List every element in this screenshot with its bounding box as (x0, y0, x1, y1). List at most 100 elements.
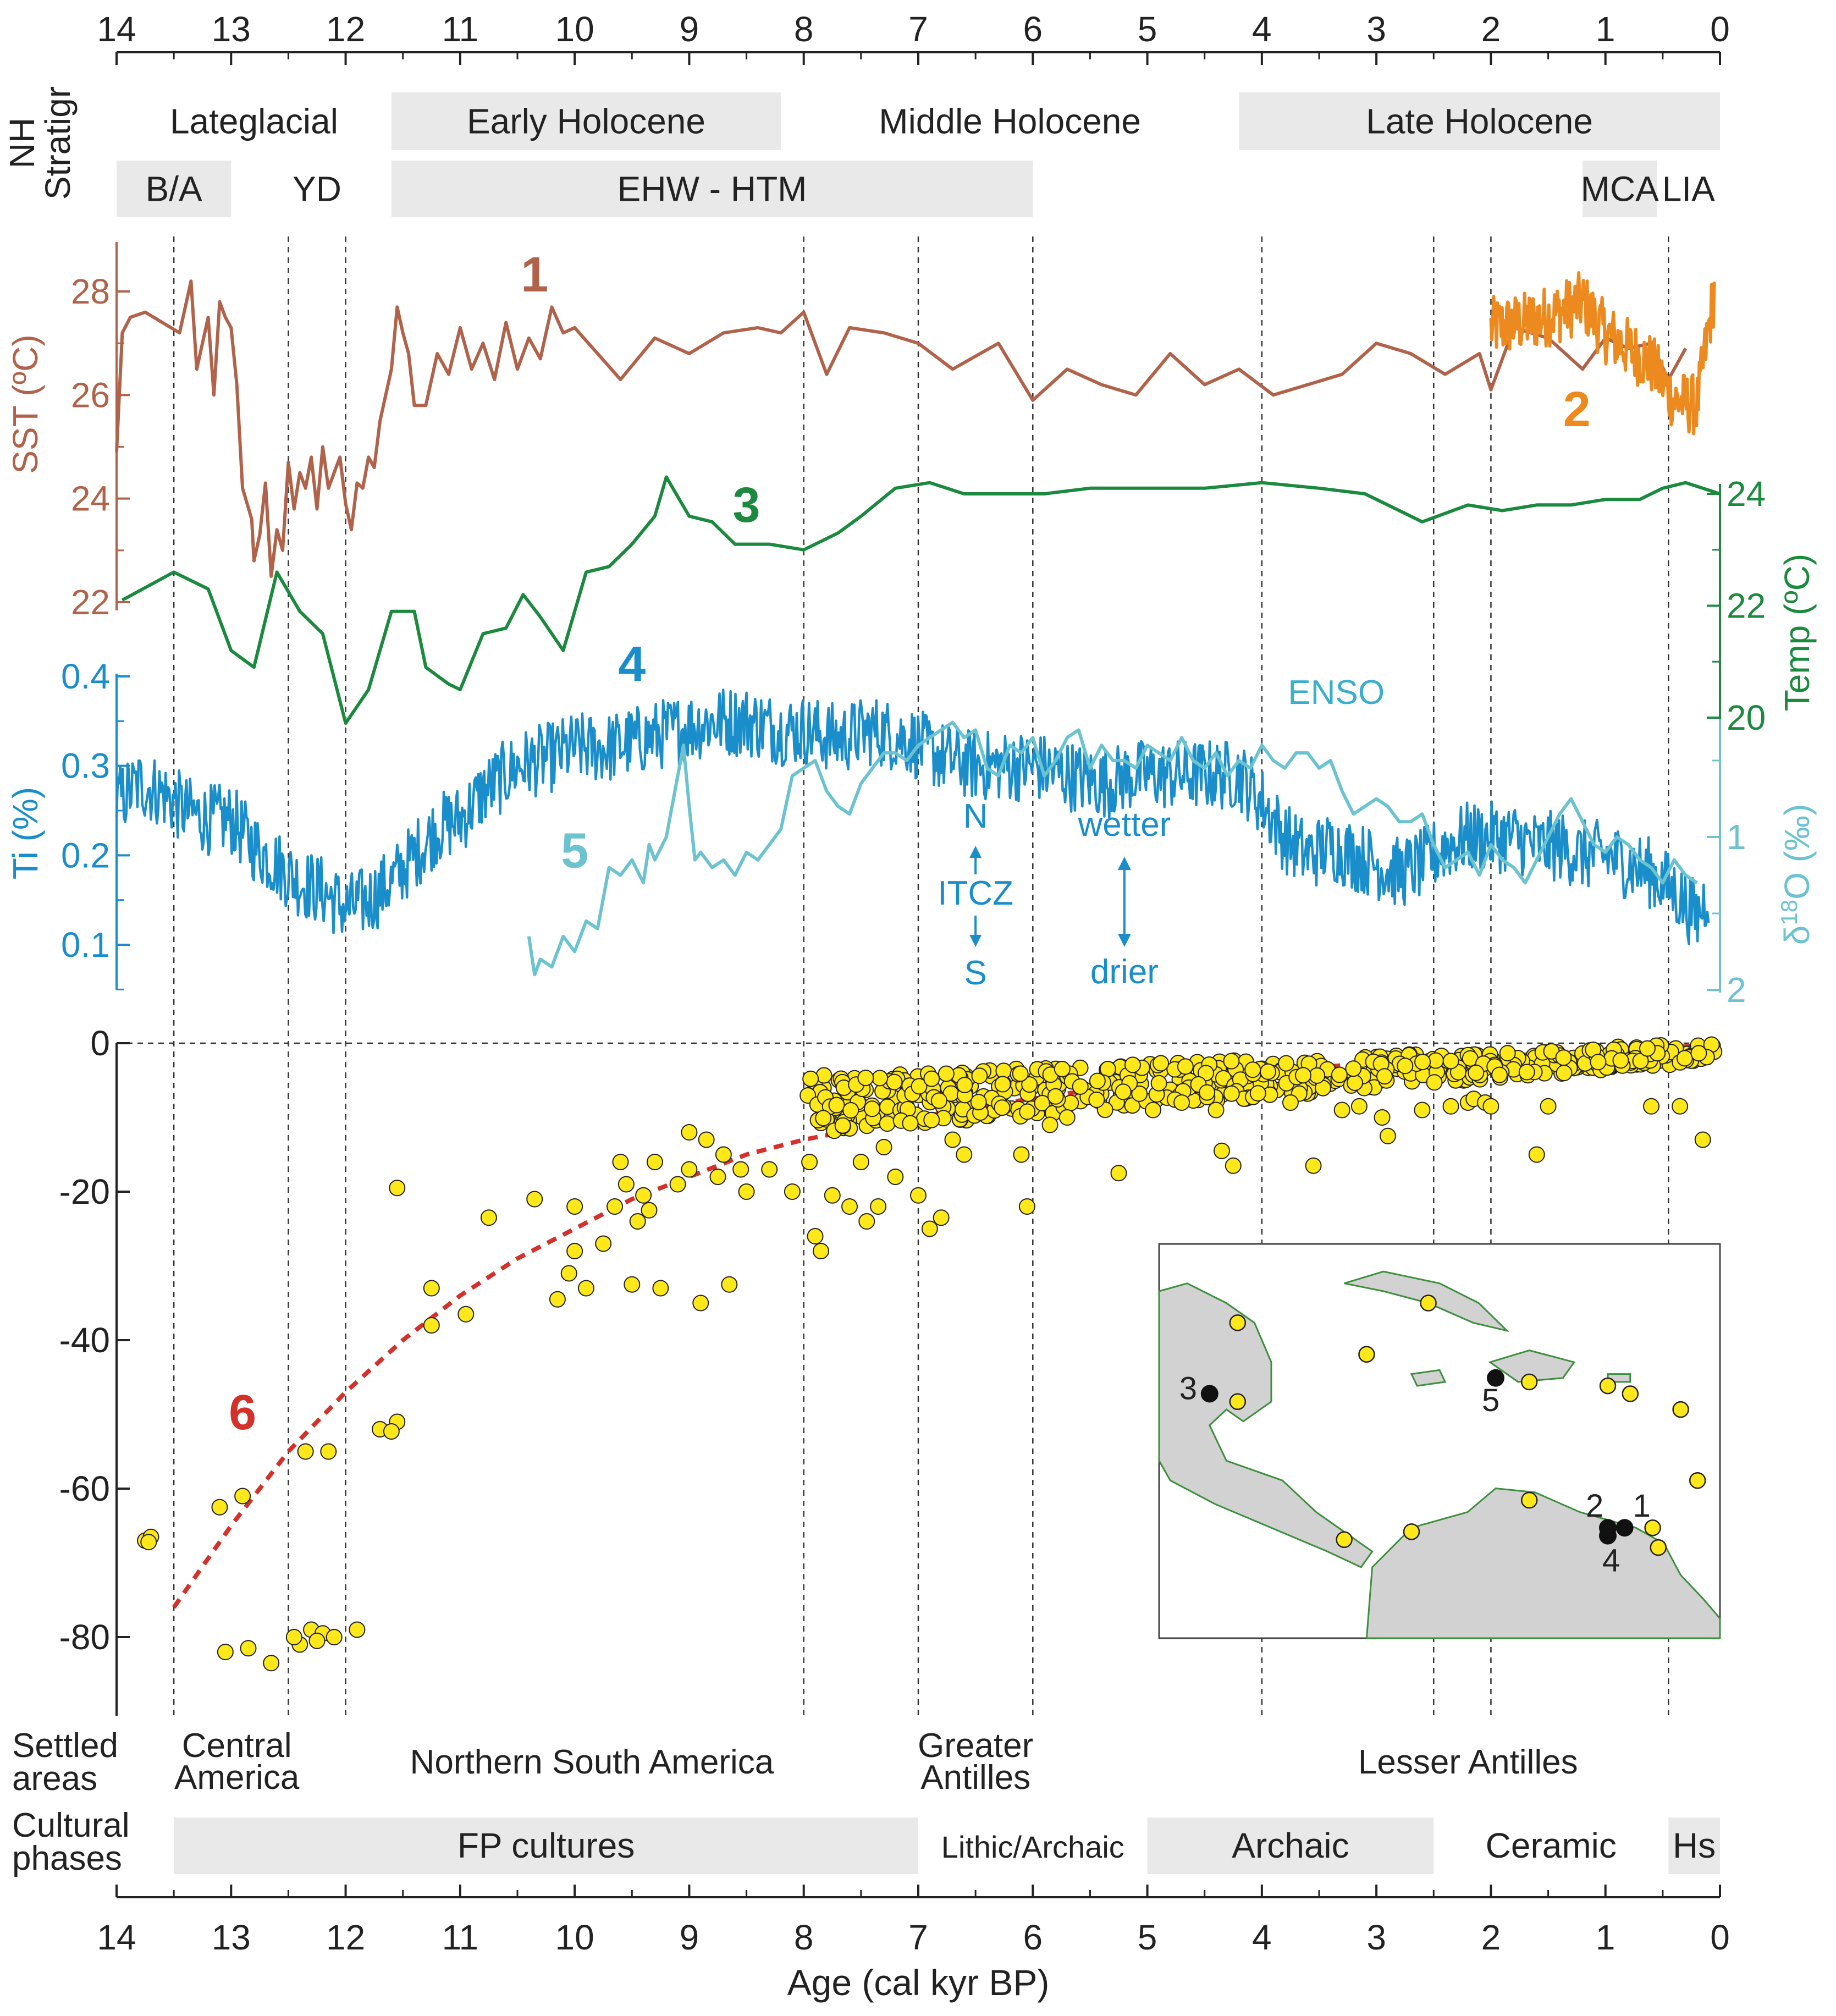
sea-level-point (852, 1154, 869, 1170)
map-site-black (1616, 1519, 1634, 1537)
sea-level-point (721, 1276, 738, 1293)
sea-level-point (761, 1161, 778, 1178)
top-tick-label: 9 (680, 9, 699, 49)
sea-level-point (635, 1187, 652, 1204)
sea-level-point (1041, 1116, 1058, 1133)
sea-level-point (1426, 1074, 1443, 1091)
sea-level-point (1309, 1067, 1326, 1084)
strat-band-4 (117, 161, 231, 217)
sea-level-point (1150, 1075, 1167, 1092)
sea-level-point (1305, 1157, 1322, 1174)
itcz-north-arrow-icon (969, 846, 982, 858)
sea-level-point (646, 1154, 663, 1170)
sea-level-point (1612, 1052, 1629, 1069)
top-tick-label: 13 (212, 9, 251, 49)
temp-axis-label: Temp (ºC) (1777, 554, 1817, 712)
sea-level-point (1072, 1078, 1089, 1095)
sea-level-point (1088, 1091, 1105, 1108)
sea-level-point (944, 1131, 961, 1148)
sea-level-point (211, 1499, 228, 1516)
top-tick-label: 6 (1023, 9, 1043, 49)
sea-level-point (217, 1644, 234, 1660)
sea-level-point (930, 1092, 947, 1109)
sea-level-point (423, 1317, 440, 1334)
settled-area-label: Lesser Antilles (1358, 1743, 1578, 1781)
sea-level-point (1199, 1084, 1216, 1101)
top-tick-label: 3 (1366, 9, 1386, 49)
sea-level-point (681, 1161, 698, 1178)
sea-level-point (1110, 1165, 1127, 1182)
sea-level-point (887, 1169, 904, 1185)
sea-level-point (970, 1094, 987, 1111)
sea-level-point (1124, 1056, 1141, 1073)
sea-level-point (1482, 1098, 1499, 1115)
sea-level-point (624, 1276, 641, 1293)
top-tick-label: 4 (1252, 9, 1272, 49)
map-site-label-2: 2 (1586, 1488, 1603, 1524)
top-tick-label: 1 (1596, 9, 1616, 49)
strat-band-label: Lateglacial (170, 102, 338, 141)
sst-axis-tick-label: 22 (71, 582, 110, 622)
sea-level-point (1590, 1054, 1607, 1071)
sea-level-point (1153, 1055, 1170, 1072)
sea-level-point (841, 1198, 858, 1215)
sea-level-point (1198, 1065, 1215, 1082)
central-america-shape (1158, 1282, 1374, 1568)
sea-level-point (1282, 1094, 1299, 1111)
sea-level-point (857, 1070, 874, 1087)
settled-label-line1: Settled (12, 1727, 118, 1765)
sea-level-point (1491, 1066, 1508, 1083)
sea-level-point (910, 1187, 927, 1204)
sea-level-point (956, 1076, 973, 1093)
sea-level-point (1333, 1101, 1350, 1119)
series-label-4: 4 (618, 637, 646, 692)
strat-band-label: LIA (1662, 169, 1715, 209)
map-site-yellow (1229, 1393, 1247, 1411)
d18o-axis-tick-label: 2 (1727, 970, 1746, 1010)
strat-band-label: B/A (146, 169, 202, 209)
strat-band-3 (1239, 92, 1720, 150)
map-site-yellow (1599, 1377, 1617, 1395)
sea-level-point (858, 1213, 875, 1230)
sea-level-point (140, 1534, 157, 1551)
strat-band-label: Early Holocene (467, 102, 705, 141)
sea-level-point (1379, 1127, 1396, 1144)
cultural-phase-label: Ceramic (1486, 1826, 1617, 1865)
bottom-tick-label: 3 (1366, 1918, 1386, 1957)
sea-level-point (526, 1191, 543, 1208)
sea-level-point (1499, 1045, 1516, 1062)
sea-level-point (828, 1097, 845, 1114)
cultural-phase-band (1668, 1817, 1720, 1874)
cultural-phase-label: FP cultures (457, 1826, 635, 1865)
sea-level-point (577, 1280, 594, 1297)
sea-level-point (457, 1306, 475, 1323)
sea-level-point (1012, 1065, 1029, 1082)
sea-level-point (320, 1443, 337, 1460)
series-3-line (121, 475, 1721, 725)
map-site-yellow (1336, 1531, 1353, 1548)
sea-level-point (933, 1209, 950, 1226)
ti-axis-tick-label: 0.4 (61, 657, 110, 696)
map-site-label-1: 1 (1633, 1488, 1651, 1524)
sea-level-point (921, 1220, 938, 1237)
sea-level-point (1468, 1064, 1485, 1081)
series-label-3: 3 (733, 478, 760, 533)
series-label-1: 1 (521, 247, 548, 302)
cultural-label-line1: Cultural (12, 1806, 130, 1844)
bottom-tick-label: 12 (326, 1918, 365, 1957)
map-site-label-4: 4 (1602, 1543, 1620, 1579)
sea-level-point (1223, 1053, 1240, 1070)
sea-level-point (784, 1183, 801, 1200)
sst-axis-tick-label: 26 (71, 375, 110, 415)
sea-level-point (923, 1070, 940, 1087)
ti-axis-tick-label: 0.1 (61, 925, 110, 965)
sea-level-axis-tick-label: 0 (90, 1023, 110, 1063)
bottom-age-axis: 14 13 12 11 10 9 8 7 6 5 4 3 2 1 0 (97, 1885, 1730, 1957)
d18o-axis-tick-label: 1 (1727, 817, 1746, 857)
sea-level-point (1058, 1109, 1076, 1126)
hispaniola-shape (1488, 1349, 1576, 1383)
sea-level-point (834, 1117, 851, 1134)
sea-level-point (842, 1102, 859, 1119)
top-tick-label: 5 (1138, 9, 1157, 49)
